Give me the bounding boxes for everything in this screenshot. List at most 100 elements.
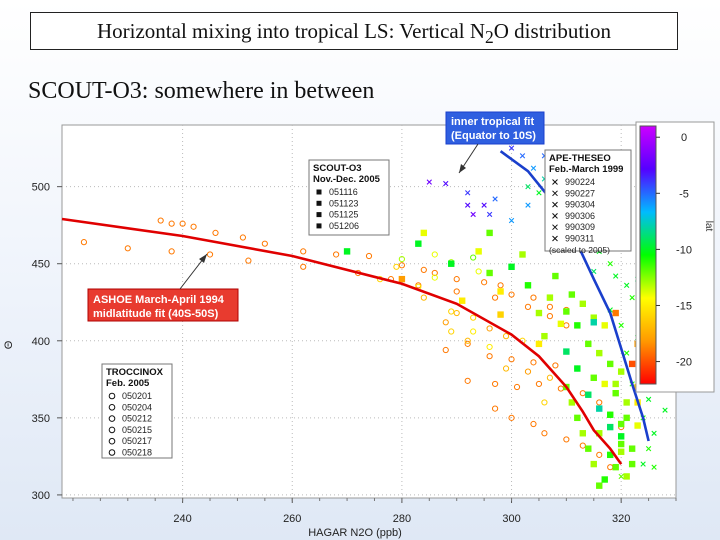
troccinox-legend-entry: 050201 bbox=[122, 391, 152, 401]
colorbar-tick-label: -15 bbox=[676, 300, 692, 312]
scout-point bbox=[596, 430, 603, 437]
troccinox-point bbox=[546, 303, 554, 310]
troccinox-point bbox=[448, 328, 455, 335]
apetheseo-point bbox=[492, 196, 498, 202]
scout-point bbox=[628, 460, 636, 468]
apetheseo-point bbox=[525, 202, 531, 208]
troccinox-point bbox=[541, 399, 548, 406]
troccinox-point bbox=[431, 251, 438, 258]
scout-point bbox=[612, 309, 619, 317]
troccinox-legend-marker bbox=[108, 415, 116, 422]
y-tick-label: 450 bbox=[32, 259, 50, 271]
colorbar-tick-label: -10 bbox=[676, 244, 692, 256]
apetheseo-point bbox=[486, 211, 493, 218]
scout-point bbox=[601, 380, 608, 388]
troccinox-point bbox=[464, 377, 471, 384]
apetheseo-legend-entry: 990224 bbox=[565, 177, 595, 187]
troccinox-point bbox=[524, 368, 532, 375]
scout-point bbox=[486, 229, 493, 237]
troccinox-point bbox=[464, 340, 471, 347]
scout-point bbox=[612, 463, 619, 471]
x-tick-label: 280 bbox=[393, 513, 411, 525]
scout-point bbox=[398, 275, 406, 283]
y-tick-label: 350 bbox=[32, 413, 50, 425]
troccinox-point bbox=[470, 314, 477, 321]
x-tick-label: 240 bbox=[173, 513, 191, 525]
scout-point bbox=[623, 473, 630, 480]
y-tick-label: 400 bbox=[32, 336, 50, 348]
apetheseo-point bbox=[536, 190, 542, 196]
scout-point bbox=[574, 414, 581, 422]
tropical-fit-arrowhead bbox=[459, 164, 466, 173]
troccinox-point bbox=[179, 220, 186, 227]
troccinox-point bbox=[497, 282, 504, 289]
scout-point bbox=[617, 420, 625, 428]
scout-point bbox=[585, 340, 592, 348]
troccinox-point bbox=[398, 255, 405, 263]
scout-point bbox=[497, 288, 504, 295]
scout-point bbox=[541, 332, 548, 340]
scout-point bbox=[535, 309, 543, 317]
troccinox-point bbox=[530, 294, 537, 301]
scout-point bbox=[574, 322, 581, 329]
troccinox-point bbox=[491, 380, 499, 388]
apetheseo-point bbox=[613, 273, 619, 279]
troccinox-point bbox=[239, 234, 247, 241]
x-tick-label: 320 bbox=[612, 513, 630, 525]
scout-point bbox=[524, 282, 532, 289]
x-axis-label: HAGAR N2O (ppb) bbox=[308, 527, 402, 539]
troccinox-point bbox=[420, 266, 427, 273]
apetheseo-point bbox=[651, 430, 657, 436]
troccinox-point bbox=[546, 374, 554, 381]
apetheseo-legend-marker bbox=[552, 213, 558, 219]
scout-point bbox=[519, 251, 526, 258]
midlatitude-fit-annotation: midlatitude fit (40S-50S) bbox=[93, 308, 219, 320]
midlatitude-fit-arrowhead bbox=[199, 254, 207, 263]
apetheseo-legend-note: (scaled to 2005) bbox=[549, 245, 610, 255]
scout-point bbox=[617, 448, 625, 455]
scout-legend-marker bbox=[316, 189, 322, 195]
troccinox-point bbox=[168, 220, 175, 227]
tropical-fit-line bbox=[499, 150, 650, 442]
troccinox-point bbox=[535, 380, 543, 388]
scout-point bbox=[607, 360, 614, 368]
apetheseo-point bbox=[519, 153, 526, 159]
troccinox-legend-marker bbox=[108, 404, 116, 411]
scout-legend-marker bbox=[316, 200, 322, 206]
scout-point bbox=[343, 248, 351, 255]
troccinox-point bbox=[475, 268, 482, 275]
scout-point bbox=[535, 340, 543, 348]
troccinox-point bbox=[508, 414, 515, 421]
colorbar-tick-label: -20 bbox=[676, 357, 692, 369]
scout-point bbox=[623, 399, 630, 406]
troccinox-point bbox=[453, 276, 460, 283]
troccinox-point bbox=[212, 229, 219, 236]
colorbar-tick-label: -5 bbox=[679, 188, 689, 200]
scout-legend-entry: 051123 bbox=[329, 198, 358, 208]
apetheseo-legend-marker bbox=[552, 190, 558, 197]
y-tick-label: 500 bbox=[32, 182, 50, 194]
troccinox-point bbox=[300, 248, 307, 255]
troccinox-point bbox=[508, 356, 515, 363]
apetheseo-point bbox=[464, 190, 471, 196]
tropical-fit-annotation-box bbox=[445, 111, 545, 145]
scout-point bbox=[601, 476, 608, 483]
apetheseo-point bbox=[607, 261, 613, 267]
troccinox-point bbox=[513, 383, 521, 391]
scout-point bbox=[552, 272, 559, 280]
apetheseo-point bbox=[464, 202, 471, 208]
apetheseo-legend-title: Feb.-March 1999 bbox=[549, 164, 623, 175]
scout-point bbox=[628, 445, 636, 452]
apetheseo-legend-marker bbox=[552, 224, 558, 231]
troccinox-point bbox=[486, 325, 493, 332]
scout-point bbox=[568, 291, 576, 298]
scout-legend-box bbox=[308, 159, 390, 236]
scout-point bbox=[617, 368, 625, 375]
scout-point bbox=[612, 380, 619, 388]
troccinox-legend-marker bbox=[108, 426, 116, 434]
troccinox-point bbox=[365, 252, 373, 260]
apetheseo-point bbox=[530, 165, 537, 171]
troccinox-point bbox=[80, 239, 88, 246]
troccinox-point bbox=[486, 343, 493, 351]
scout-point bbox=[568, 399, 576, 406]
